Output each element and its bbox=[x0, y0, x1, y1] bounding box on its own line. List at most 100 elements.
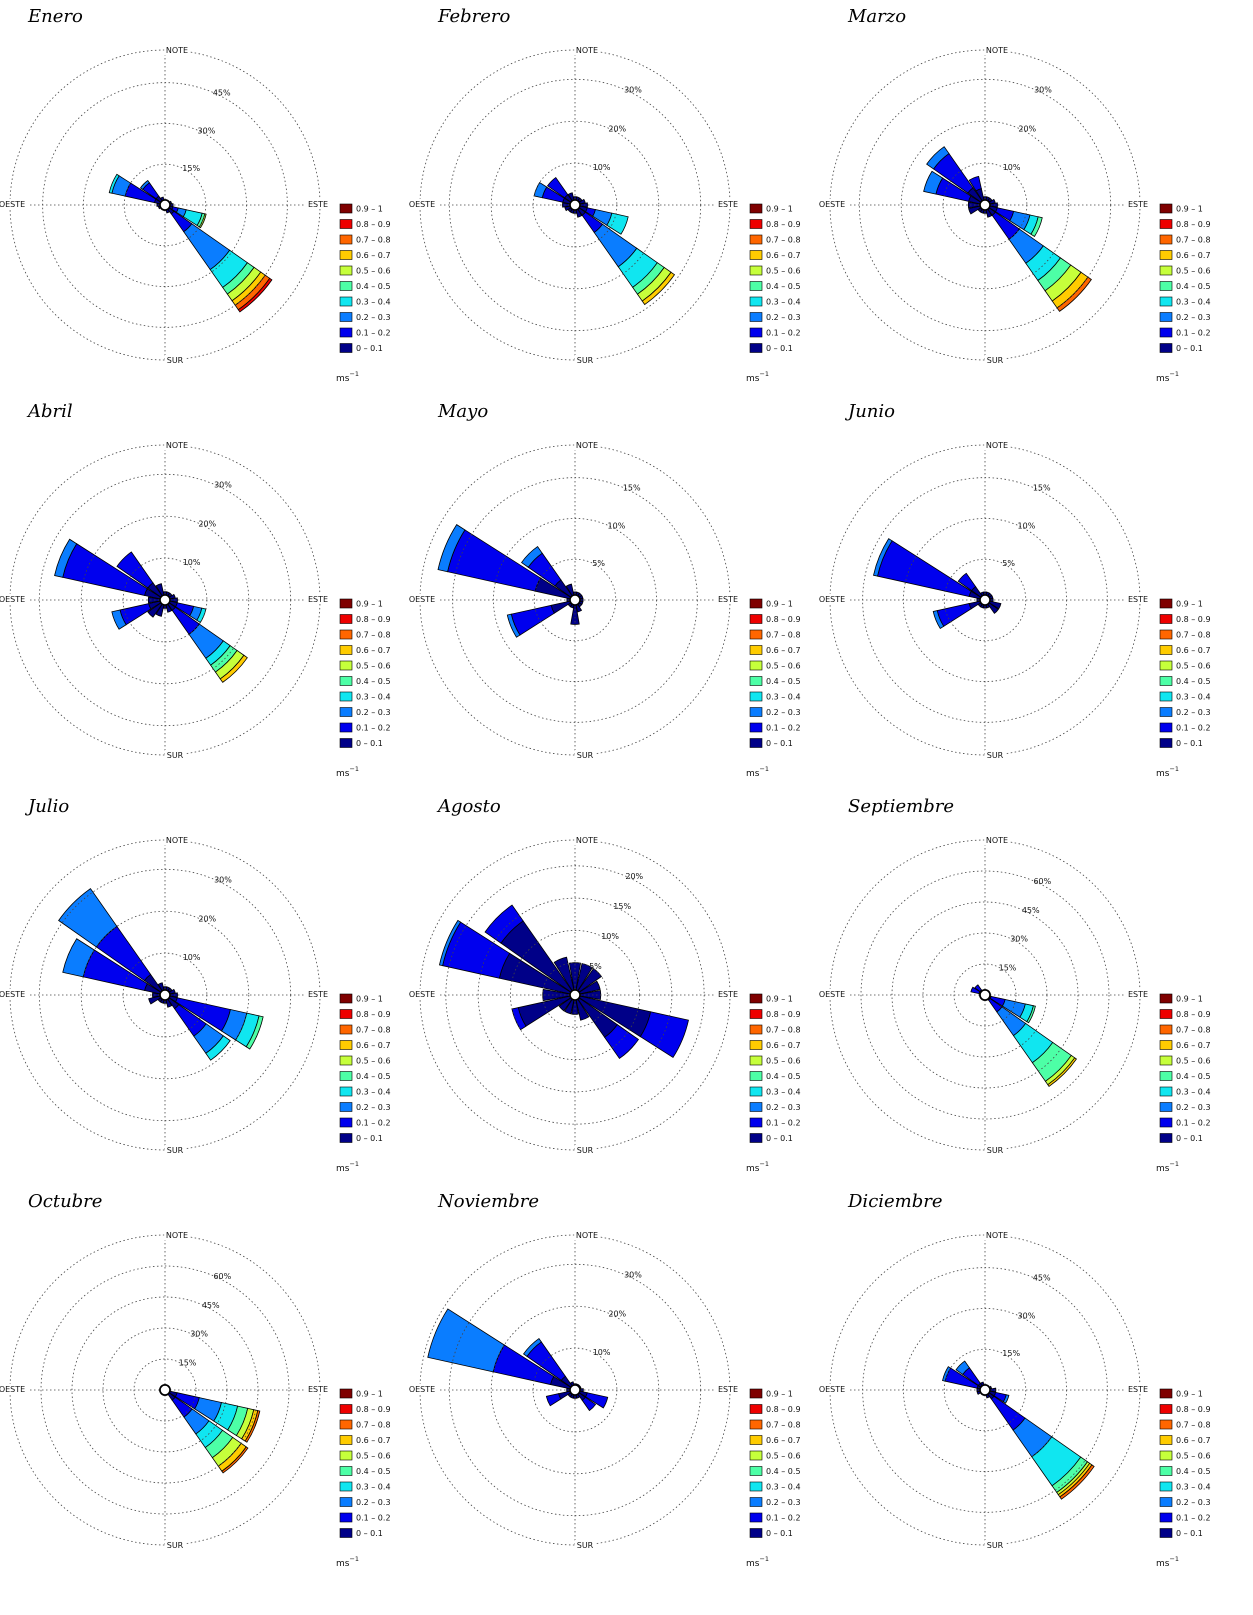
center-marker bbox=[159, 1384, 171, 1396]
legend-swatch bbox=[1159, 691, 1173, 702]
ring-label: 45% bbox=[202, 1301, 220, 1310]
ring-label: 15% bbox=[999, 963, 1017, 972]
direction-label-bg bbox=[715, 199, 741, 209]
petal-segment bbox=[974, 984, 982, 992]
direction-label-east: ESTE bbox=[718, 595, 738, 604]
legend-swatch bbox=[1159, 203, 1173, 214]
legend-label: 0.2 – 0.3 bbox=[766, 313, 801, 322]
direction-label-north: NOTE bbox=[166, 1231, 188, 1240]
legend-label: 0 – 0.1 bbox=[766, 739, 793, 748]
direction-label-bg bbox=[1125, 594, 1151, 604]
ring-label: 15% bbox=[623, 484, 641, 493]
legend-swatch bbox=[339, 629, 353, 640]
legend-swatch bbox=[749, 1024, 763, 1035]
direction-label-bg bbox=[574, 45, 600, 55]
legend-swatch bbox=[1159, 1102, 1173, 1112]
direction-label-south: SUR bbox=[167, 1541, 184, 1550]
legend-swatch bbox=[339, 1071, 353, 1081]
legend-label: 0.6 – 0.7 bbox=[766, 1436, 801, 1445]
legend-unit-exponent: −1 bbox=[759, 765, 769, 773]
petal-segment bbox=[506, 613, 521, 638]
legend-label: 0.2 – 0.3 bbox=[766, 1103, 801, 1112]
windrose-chart: 5% 10% 15% NOTE SUR ESTE OESTE 0.9 – 1 0.8 – 0.9… bbox=[816, 440, 1211, 779]
legend-label: 0.3 – 0.4 bbox=[356, 1483, 391, 1492]
ring-label: 20% bbox=[198, 914, 216, 923]
direction-label-south: SUR bbox=[577, 1541, 594, 1550]
windrose-chart: 5% 10% 15% 20% NOTE SUR ESTE OESTE 0.9 – 1 0.8 – … bbox=[406, 835, 801, 1174]
legend-swatch bbox=[339, 738, 353, 748]
legend-label: 0.2 – 0.3 bbox=[766, 1498, 801, 1507]
ring-label: 20% bbox=[198, 519, 216, 528]
legend-label: 0.3 – 0.4 bbox=[766, 1088, 801, 1097]
windrose-chart: 10% 20% 30% NOTE SUR ESTE OESTE 0.9 – 1 0.8 – 0.… bbox=[0, 440, 391, 779]
legend-label: 0.8 – 0.9 bbox=[1176, 1010, 1211, 1019]
windrose-chart: 5% 10% 15% NOTE SUR ESTE OESTE 0.9 – 1 0.8 – 0.9… bbox=[406, 440, 801, 779]
grid-ring bbox=[943, 1348, 1027, 1432]
center-marker bbox=[979, 594, 991, 606]
legend-swatch bbox=[749, 1040, 763, 1050]
ring-label: 5% bbox=[592, 559, 605, 568]
ring-label: 15% bbox=[1002, 1349, 1020, 1358]
legend-label: 0.5 – 0.6 bbox=[1176, 1452, 1211, 1461]
legend-swatch bbox=[1159, 738, 1173, 748]
direction-label-bg bbox=[715, 594, 741, 604]
grid-ring bbox=[80, 515, 250, 685]
legend-label: 0.1 – 0.2 bbox=[766, 724, 801, 733]
legend-label: 0.3 – 0.4 bbox=[1176, 298, 1211, 307]
legend-label: 0 – 0.1 bbox=[766, 1529, 793, 1538]
legend-unit-exponent: −1 bbox=[1169, 765, 1179, 773]
legend-swatch bbox=[339, 645, 353, 655]
direction-label-south: SUR bbox=[577, 751, 594, 760]
legend-swatch bbox=[339, 1419, 353, 1430]
direction-label-south: SUR bbox=[577, 356, 594, 365]
direction-label-bg bbox=[0, 1384, 28, 1394]
legend-label: 0.5 – 0.6 bbox=[766, 1057, 801, 1066]
legend-label: 0.1 – 0.2 bbox=[1176, 724, 1211, 733]
direction-label-bg bbox=[984, 1230, 1010, 1240]
direction-label-bg bbox=[715, 989, 741, 999]
direction-label-north: NOTE bbox=[576, 441, 598, 450]
direction-label-east: ESTE bbox=[308, 1385, 328, 1394]
windrose-chart: 10% 20% 30% NOTE SUR ESTE OESTE 0.9 – 1 0.8 – 0.… bbox=[816, 45, 1211, 384]
legend-swatch bbox=[1159, 722, 1173, 733]
grid-ring bbox=[40, 1265, 290, 1515]
legend-swatch bbox=[749, 1055, 763, 1066]
ring-label: 10% bbox=[593, 1348, 611, 1357]
direction-label-bg bbox=[164, 1540, 186, 1550]
direction-label-bg bbox=[1125, 199, 1151, 209]
legend-label: 0.1 – 0.2 bbox=[356, 1514, 391, 1523]
legend-unit-exponent: −1 bbox=[1169, 1555, 1179, 1563]
legend-swatch bbox=[749, 234, 763, 245]
petal-segment bbox=[111, 609, 127, 630]
direction-label-west: OESTE bbox=[819, 990, 845, 999]
legend-swatch bbox=[339, 722, 353, 733]
legend-swatch bbox=[339, 281, 353, 291]
legend-unit-exponent: −1 bbox=[349, 1160, 359, 1168]
legend-swatch bbox=[749, 1435, 763, 1445]
legend-swatch bbox=[1159, 1497, 1173, 1507]
windrose-panel: Agosto 5% 10% 15% 20% NOTE SUR ESTE OESTE 0.9 – 1… bbox=[406, 790, 820, 1190]
direction-label-east: ESTE bbox=[1128, 1385, 1148, 1394]
ring-label: 10% bbox=[601, 932, 619, 941]
legend-label: 0.8 – 0.9 bbox=[356, 1405, 391, 1414]
legend-unit-exponent: −1 bbox=[759, 370, 769, 378]
legend-label: 0.9 – 1 bbox=[356, 205, 383, 214]
legend-label: 0.4 – 0.5 bbox=[356, 282, 391, 291]
legend-swatch bbox=[749, 296, 763, 307]
windrose-panel: Diciembre 15% 30% 45% NOTE SUR ESTE OESTE 0.9 – … bbox=[816, 1185, 1230, 1585]
legend-swatch bbox=[1159, 1086, 1173, 1097]
legend-swatch bbox=[1159, 707, 1173, 717]
legend-label: 0.9 – 1 bbox=[766, 1390, 793, 1399]
grid-ring bbox=[510, 930, 640, 1060]
legend-label: 0.4 – 0.5 bbox=[766, 1467, 801, 1476]
legend-swatch bbox=[749, 1512, 763, 1523]
direction-label-east: ESTE bbox=[718, 1385, 738, 1394]
legend-swatch bbox=[1159, 1419, 1173, 1430]
grid-ring bbox=[123, 163, 207, 247]
legend-unit: ms−1 bbox=[746, 1160, 769, 1174]
ring-label: 10% bbox=[1018, 521, 1036, 530]
petal-segment bbox=[237, 277, 273, 313]
legend-swatch bbox=[1159, 281, 1173, 291]
direction-label-west: OESTE bbox=[819, 1385, 845, 1394]
